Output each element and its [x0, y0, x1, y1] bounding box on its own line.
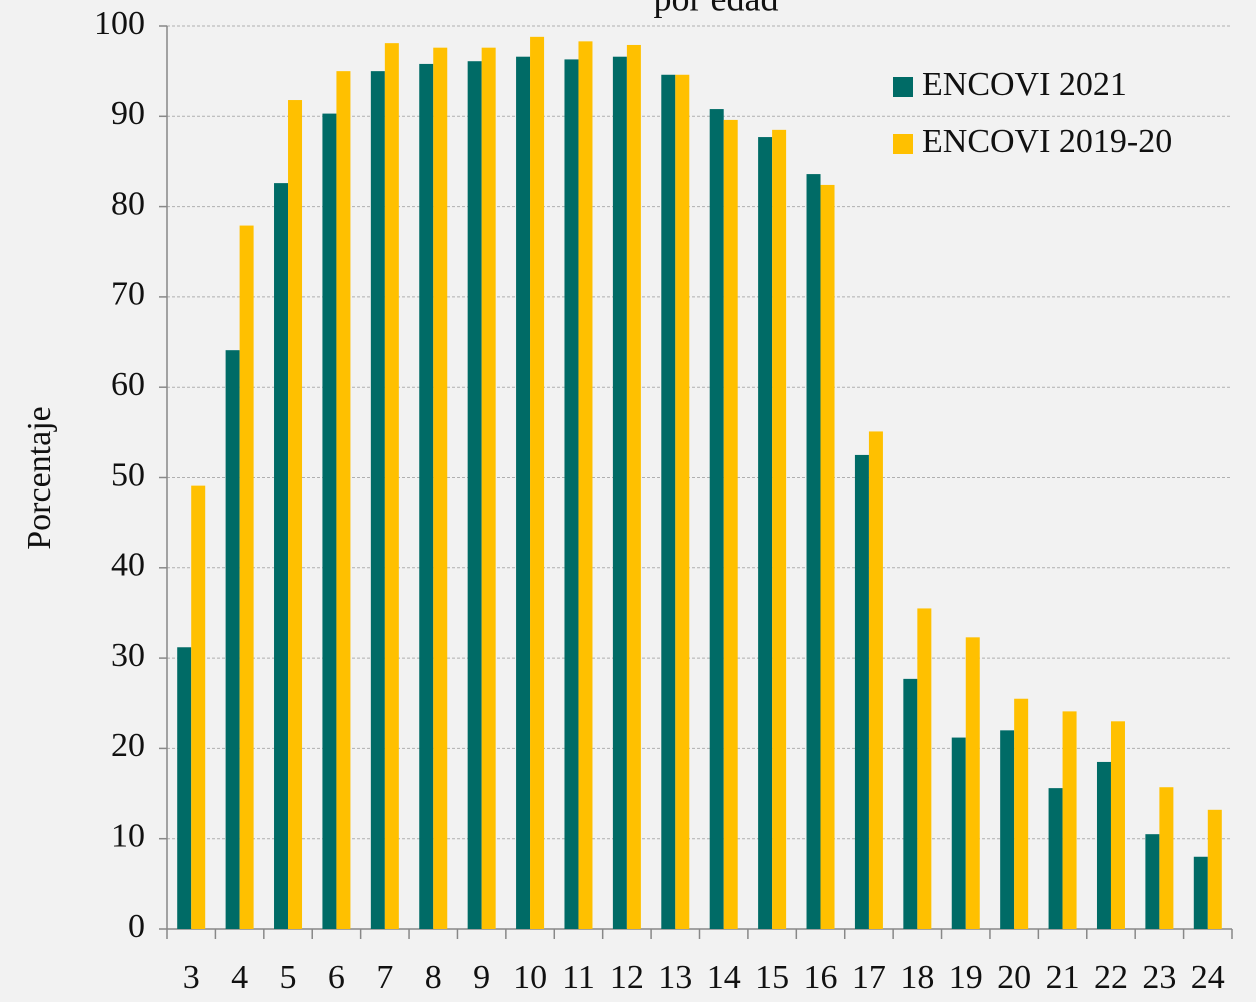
bar — [758, 137, 773, 930]
y-tick-label: 40 — [111, 547, 145, 584]
x-tick-label: 24 — [1191, 959, 1225, 996]
x-tick-label: 20 — [997, 959, 1031, 996]
y-tick-label: 90 — [111, 95, 145, 132]
bar — [1207, 809, 1222, 929]
bar — [239, 225, 254, 930]
x-tick-label: 16 — [804, 959, 838, 996]
x-tick-label: 3 — [183, 959, 200, 996]
bar — [1048, 788, 1063, 929]
bar — [820, 184, 835, 930]
x-tick-label: 9 — [473, 959, 490, 996]
x-tick-label: 23 — [1142, 959, 1176, 996]
bar — [370, 71, 385, 929]
bar — [516, 56, 531, 929]
bar — [868, 431, 883, 929]
bar — [612, 56, 627, 929]
bar — [322, 113, 337, 929]
bar — [433, 47, 448, 930]
bar — [1110, 721, 1125, 929]
y-axis-label: Porcentaje — [21, 406, 58, 550]
bar — [419, 63, 434, 929]
bar — [626, 44, 641, 929]
bar — [467, 61, 482, 930]
x-tick-label: 18 — [900, 959, 934, 996]
bar — [1062, 711, 1077, 929]
bar — [578, 41, 593, 929]
bar — [530, 36, 545, 929]
bar — [675, 74, 690, 929]
bar — [965, 637, 980, 929]
bar — [917, 608, 932, 929]
legend-swatch — [893, 77, 913, 97]
y-tick-label: 30 — [111, 637, 145, 674]
x-tick-label: 21 — [1046, 959, 1080, 996]
bar — [723, 119, 738, 930]
x-tick-label: 15 — [755, 959, 789, 996]
x-tick-label: 11 — [562, 959, 595, 996]
x-tick-label: 12 — [610, 959, 644, 996]
x-tick-label: 19 — [949, 959, 983, 996]
bar — [481, 47, 496, 930]
y-tick-label: 100 — [94, 5, 145, 42]
bar — [336, 71, 351, 929]
x-tick-label: 4 — [231, 959, 248, 996]
x-tick-label: 10 — [513, 959, 547, 996]
bar — [661, 74, 676, 929]
x-tick-label: 13 — [658, 959, 692, 996]
bar — [1014, 698, 1029, 929]
y-tick-label: 70 — [111, 276, 145, 313]
bar — [274, 183, 289, 929]
x-tick-label: 8 — [425, 959, 442, 996]
bar — [1159, 787, 1174, 929]
bar — [288, 100, 303, 929]
x-tick-label: 7 — [376, 959, 393, 996]
y-tick-label: 10 — [111, 817, 145, 854]
bar — [1145, 834, 1160, 929]
bar — [1193, 856, 1208, 929]
bar — [903, 678, 918, 929]
y-tick-label: 60 — [111, 366, 145, 403]
y-tick-label: 20 — [111, 727, 145, 764]
bar — [854, 454, 869, 929]
bar — [951, 737, 966, 929]
legend-label: ENCOVI 2019-20 — [922, 123, 1172, 160]
bar — [709, 109, 724, 930]
bar — [1000, 730, 1015, 929]
bar — [191, 485, 206, 929]
x-tick-label: 5 — [280, 959, 297, 996]
bar — [1096, 761, 1111, 929]
y-tick-label: 80 — [111, 185, 145, 222]
bar — [384, 43, 399, 930]
x-tick-label: 22 — [1094, 959, 1128, 996]
bar — [564, 59, 579, 929]
x-tick-label: 17 — [852, 959, 886, 996]
x-tick-label: 14 — [707, 959, 741, 996]
bar — [177, 647, 192, 929]
y-tick-label: 50 — [111, 456, 145, 493]
chart-title: por edad — [654, 0, 779, 18]
bar — [772, 129, 787, 930]
legend-label: ENCOVI 2021 — [922, 66, 1127, 103]
bar — [806, 174, 821, 930]
x-tick-label: 6 — [328, 959, 345, 996]
bar — [225, 350, 240, 929]
y-tick-label: 0 — [128, 908, 145, 945]
legend-swatch — [893, 134, 913, 154]
